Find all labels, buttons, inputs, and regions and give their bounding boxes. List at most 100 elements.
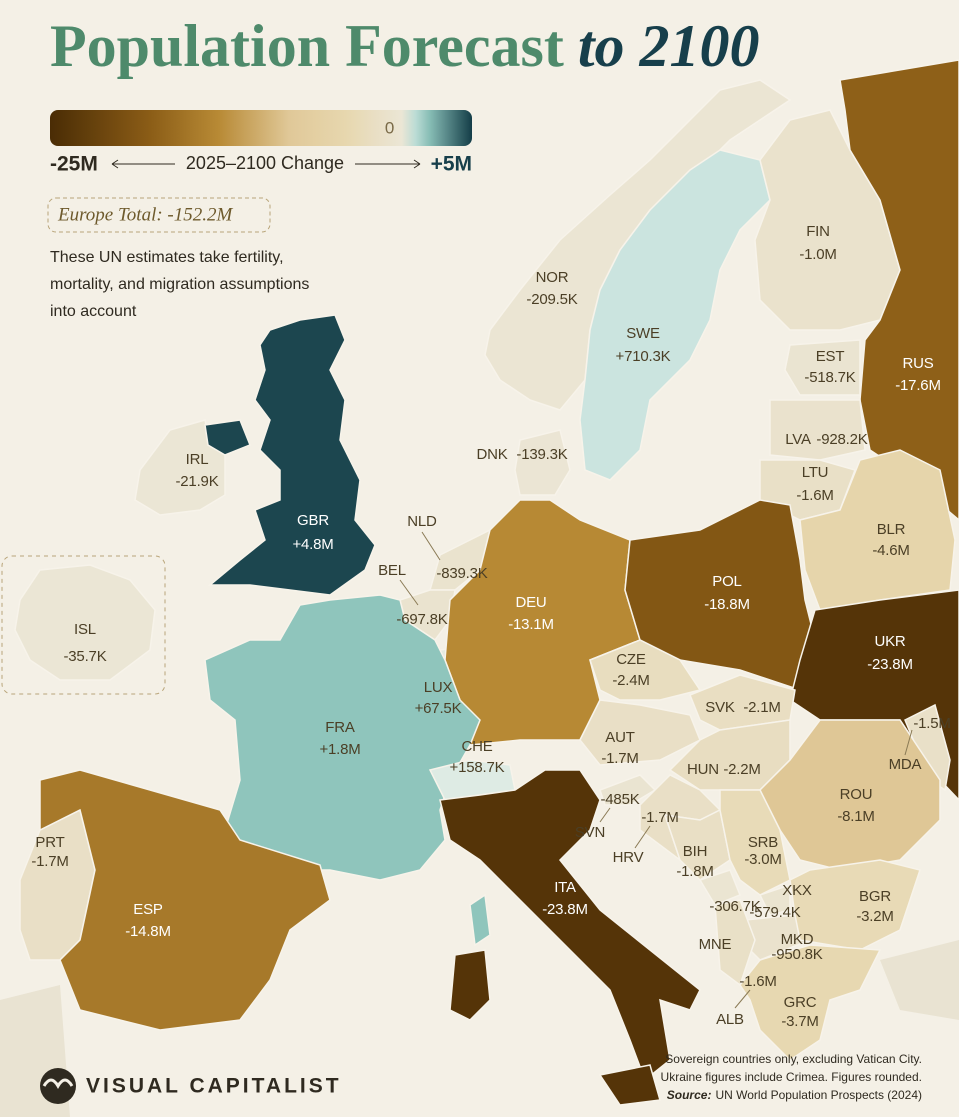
country-code: XKX <box>782 882 812 899</box>
country <box>204 594 481 881</box>
legend-arrow-head <box>111 159 119 169</box>
country-code: HRV <box>613 849 644 866</box>
country-value-label: -3.2M <box>856 908 893 925</box>
country <box>784 339 861 396</box>
country-value-label: -1.7M <box>31 853 68 870</box>
country-code: PRT <box>35 834 64 851</box>
description-line: These UN estimates take fertility, <box>50 249 284 266</box>
country <box>469 893 491 947</box>
country-code: FRA <box>325 719 355 736</box>
country <box>799 449 956 611</box>
country <box>714 899 756 987</box>
country-code: AUT <box>605 729 634 746</box>
country-value-label: -13.1M <box>508 616 554 633</box>
leader-lines <box>399 531 913 1009</box>
leader-line <box>634 825 651 849</box>
country-value-label: -21.9K <box>176 473 219 490</box>
total-box <box>47 197 271 233</box>
source: Source: UN World Population Prospects (20… <box>667 1088 922 1102</box>
country-value-label: -1.6M <box>796 487 833 504</box>
country-code: NOR <box>536 269 569 286</box>
country-value-label: -950.8K <box>771 946 822 963</box>
country-value-label: -18.8M <box>704 596 750 613</box>
leader-line <box>904 729 913 756</box>
country-value-label: -209.5K <box>526 291 577 308</box>
legend: -25M 0 +5M <box>50 118 472 175</box>
iceland-inset-frame <box>1 555 166 695</box>
country-value-label: -2.2M <box>723 761 760 778</box>
brand-logo-mark <box>42 1078 74 1089</box>
country-value-label: -2.1M <box>743 699 780 716</box>
country <box>758 883 791 916</box>
country <box>789 859 921 951</box>
country-value-label: +4.8M <box>292 536 333 553</box>
country-code: MKD <box>781 931 814 948</box>
country-labels: ISL -35.7K IRL -21.9K GBR +4.8M NOR -209.5K SWE +… <box>31 223 951 1030</box>
title-main: Population Forecast <box>50 13 564 79</box>
source-label: Source: <box>667 1088 712 1102</box>
country <box>769 399 866 461</box>
country-value-label: +67.5K <box>415 700 462 717</box>
country-code: BLR <box>877 521 906 538</box>
country <box>579 149 771 481</box>
country-code: CHE <box>461 738 492 755</box>
brand: VISUAL CAPITALIST <box>86 1075 342 1098</box>
country <box>698 869 741 906</box>
country-code: ESP <box>133 901 163 918</box>
country-value-label: -3.0M <box>744 851 781 868</box>
country-code: HUN <box>687 761 719 778</box>
country <box>579 699 701 766</box>
country <box>207 314 376 596</box>
country-value-label: -23.8M <box>542 901 588 918</box>
legend-max-label: +5M <box>431 153 472 176</box>
country-value-label: -8.1M <box>837 808 874 825</box>
country-value-label: -518.7K <box>804 369 855 386</box>
legend-arrow-head <box>413 159 421 169</box>
country-value-label: +710.3K <box>616 348 671 365</box>
country-code: GBR <box>297 512 329 529</box>
country <box>759 719 941 871</box>
country-value-label: -1.7M <box>601 750 638 767</box>
country <box>204 419 251 456</box>
country-value-label: -485K <box>600 791 639 808</box>
country-code: DNK <box>476 446 507 463</box>
country-value-label: -839.3K <box>436 565 487 582</box>
footnote: Sovereign countries only, excluding Vati… <box>665 1052 922 1066</box>
country <box>739 944 882 1061</box>
country <box>14 564 156 681</box>
country-value-label: -3.7M <box>781 1013 818 1030</box>
country-code: LTU <box>802 464 829 481</box>
country-value-label: -1.0M <box>799 246 836 263</box>
legend-tick-label: 0 <box>385 118 394 137</box>
title-accent: to 2100 <box>578 13 760 79</box>
country-value-label: -928.2K <box>816 431 867 448</box>
country <box>439 769 701 1082</box>
country-value-label: -17.6M <box>895 377 941 394</box>
country-code: UKR <box>874 633 905 650</box>
country-value-label: -697.8K <box>396 611 447 628</box>
country-value-label: +158.7K <box>450 759 505 776</box>
leader-line <box>599 807 611 823</box>
country-code: SVK <box>705 699 735 716</box>
country <box>134 419 226 516</box>
country-code: GRC <box>784 994 817 1011</box>
footnote: Ukraine figures include Crimea. Figures … <box>661 1070 922 1084</box>
country-value-label: -4.6M <box>872 542 909 559</box>
country-value-label: -306.7K <box>709 898 760 915</box>
country-code: LVA <box>785 431 811 448</box>
country-code: ROU <box>840 786 873 803</box>
leader-line <box>399 579 419 606</box>
legend-min-label: -25M <box>50 153 98 176</box>
country-code: NLD <box>407 513 437 530</box>
country-code: IRL <box>186 451 209 468</box>
country-code: MDA <box>889 756 922 773</box>
leader-line <box>734 989 751 1009</box>
country <box>449 949 491 1021</box>
country-value-label: -23.8M <box>867 656 913 673</box>
country-value-label: -139.3K <box>516 446 567 463</box>
country-value-label: -579.4K <box>749 904 800 921</box>
country-code: ISL <box>74 621 96 638</box>
country-value-label: -1.5M <box>913 715 950 732</box>
country-value-label: -1.6M <box>739 973 776 990</box>
